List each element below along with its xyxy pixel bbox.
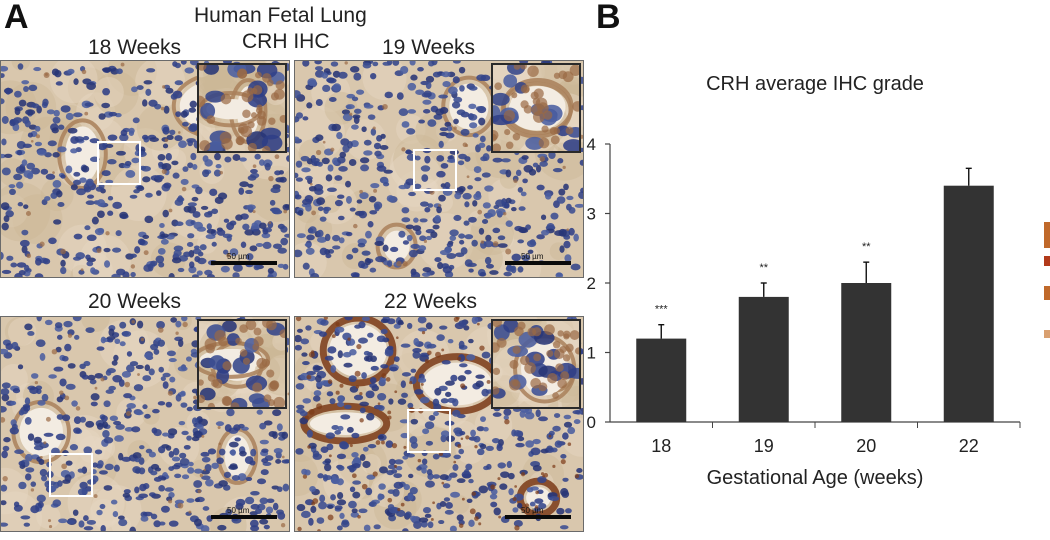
x-tick-label: 18 [651,436,671,456]
image-label-22-weeks: 22 Weeks [384,290,477,313]
image-label-18-weeks: 18 Weeks [88,36,181,59]
inset-zoom-19-weeks [491,63,581,153]
scale-bar-label: 50 µm [227,506,250,515]
image-label-20-weeks: 20 Weeks [88,290,181,313]
bar-22-weeks [943,185,994,422]
y-tick-label: 1 [587,344,596,363]
y-tick-label: 3 [587,205,596,224]
panel-b-letter: B [596,0,621,36]
x-tick-label: 19 [754,436,774,456]
roi-box-20-weeks [49,453,93,497]
significance-mark-18: *** [655,304,669,316]
bar-20-weeks [841,283,892,422]
panel-a-letter: A [4,0,29,36]
x-tick-label: 20 [856,436,876,456]
bar-19-weeks [738,296,789,422]
cropped-edge-mark [1044,330,1050,338]
y-tick-label: 2 [587,274,596,293]
micrograph-19-weeks: 50 µm [294,60,584,278]
y-tick-label: 4 [587,135,596,154]
cropped-edge-mark [1044,256,1050,266]
inset-zoom-22-weeks [491,319,581,409]
micrograph-18-weeks: 50 µm [0,60,290,278]
chart-title: CRH average IHC grade [706,73,924,95]
panel-a-subtitle: CRH IHC [242,30,330,53]
x-axis-label: Gestational Age (weeks) [707,467,924,489]
micrograph-22-weeks: 50 µm [294,316,584,532]
scale-bar [505,261,571,265]
scale-bar-label: 50 µm [227,252,250,261]
significance-mark-19: ** [759,262,768,274]
bar-chart: CRH average IHC grade 0 1 2 3 4 18 *** 19 ** 20 ** 2… [587,73,1021,489]
micrograph-19-weeks-image [295,61,583,277]
image-label-19-weeks: 19 Weeks [382,36,475,59]
inset-zoom-20-weeks [197,319,287,409]
cropped-edge-mark [1044,286,1050,300]
y-tick-label: 0 [587,413,596,432]
micrograph-20-weeks: 50 µm [0,316,290,532]
scale-bar-label: 50 µm [521,506,544,515]
roi-box-19-weeks [413,149,457,191]
scale-bar [211,515,277,519]
cropped-edge-mark [1044,222,1050,248]
significance-mark-20: ** [862,241,871,253]
bar-18-weeks [636,338,687,422]
scale-bar [505,515,571,519]
roi-box-18-weeks [97,141,141,185]
x-tick-label: 22 [959,436,979,456]
roi-box-22-weeks [407,409,451,453]
scale-bar-label: 50 µm [521,252,544,261]
panel-a-title: Human Fetal Lung [194,4,367,27]
inset-zoom-18-weeks [197,63,287,153]
scale-bar [211,261,277,265]
